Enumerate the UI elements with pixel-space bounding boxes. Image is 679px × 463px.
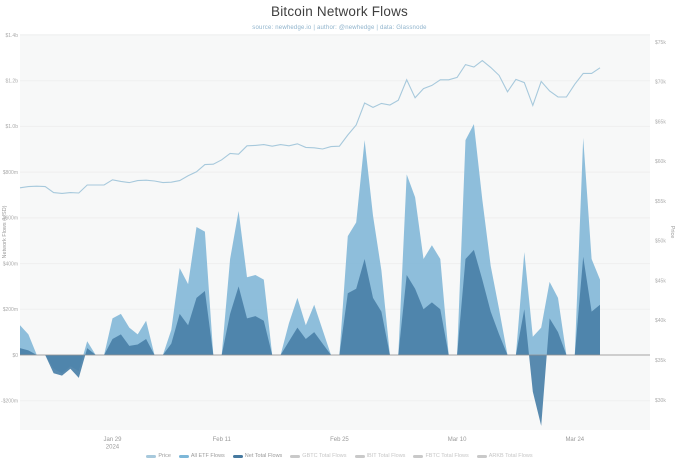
left-axis-tick: $600m xyxy=(3,216,18,222)
left-axis-label: Network Flows (USD) xyxy=(2,205,8,258)
right-axis-tick: $55k xyxy=(655,199,666,205)
chart-legend: Price All ETF Flows Net Total Flows GBTC To… xyxy=(0,452,679,460)
right-axis-tick: $45k xyxy=(655,278,666,284)
right-axis-tick: $50k xyxy=(655,239,666,245)
left-axis-tick: $1.0b xyxy=(5,124,18,130)
legend-label: FBTC Total Flows xyxy=(425,452,469,459)
x-axis-tick: Mar 24 xyxy=(565,437,584,443)
legend-item-arkb-total-flows[interactable]: ARKB Total Flows xyxy=(476,452,533,460)
legend-item-ibit-total-flows[interactable]: IBIT Total Flows xyxy=(354,452,406,460)
page-title: Bitcoin Network Flows xyxy=(271,4,408,19)
left-axis-tick: $400m xyxy=(3,261,18,267)
legend-label: GBTC Total Flows xyxy=(302,452,347,459)
x-axis-tick: Mar 10 xyxy=(448,437,467,443)
x-axis-tick: Feb 25 xyxy=(330,437,349,443)
legend-swatch xyxy=(354,454,365,458)
right-axis-tick: $35k xyxy=(655,358,666,364)
legend-label: Net Total Flows xyxy=(244,452,283,459)
legend-label: IBIT Total Flows xyxy=(366,452,406,459)
right-axis-tick: $30k xyxy=(655,398,666,404)
left-axis-tick: $1.2b xyxy=(5,79,18,85)
plot-background xyxy=(20,34,650,430)
left-axis-tick: $0 xyxy=(12,353,18,359)
legend-swatch xyxy=(232,454,243,458)
legend-item-gbtc-total-flows[interactable]: GBTC Total Flows xyxy=(290,452,347,460)
price-line xyxy=(19,59,601,194)
legend-label: All ETF Flows xyxy=(190,452,225,459)
legend-label: Price xyxy=(158,452,171,459)
right-axis-tick: $60k xyxy=(655,159,666,165)
legend-swatch xyxy=(413,454,424,458)
x-axis-tick-year: 2024 xyxy=(106,445,120,451)
right-axis-tick: $70k xyxy=(655,80,666,86)
net-total-flows-area xyxy=(20,249,600,426)
right-axis-tick: $75k xyxy=(655,40,666,46)
legend-item-all-etf-flows[interactable]: All ETF Flows xyxy=(178,452,225,460)
legend-item-price[interactable]: Price xyxy=(146,452,171,460)
x-axis-tick: Feb 11 xyxy=(213,437,232,443)
left-axis-tick: $1.4b xyxy=(5,33,18,39)
left-axis-tick: $800m xyxy=(3,170,18,176)
legend-swatch xyxy=(146,454,157,458)
chart-subtitle: source: newhedge.io | author: @newhedge … xyxy=(252,25,427,31)
legend-swatch xyxy=(178,454,189,458)
right-axis-tick: $40k xyxy=(655,318,666,324)
legend-item-fbtc-total-flows[interactable]: FBTC Total Flows xyxy=(413,452,469,460)
right-axis-label: Price xyxy=(669,226,675,239)
all-etf-flows-area xyxy=(20,124,600,374)
x-axis-tick: Jan 29 xyxy=(103,437,122,443)
legend-label: ARKB Total Flows xyxy=(488,452,533,459)
left-axis-tick: $200m xyxy=(3,307,18,313)
legend-swatch xyxy=(290,454,301,458)
legend-swatch xyxy=(476,454,487,458)
left-axis-tick: -$200m xyxy=(1,399,18,405)
legend-item-net-total-flows[interactable]: Net Total Flows xyxy=(232,452,283,460)
right-axis-tick: $65k xyxy=(655,119,666,125)
